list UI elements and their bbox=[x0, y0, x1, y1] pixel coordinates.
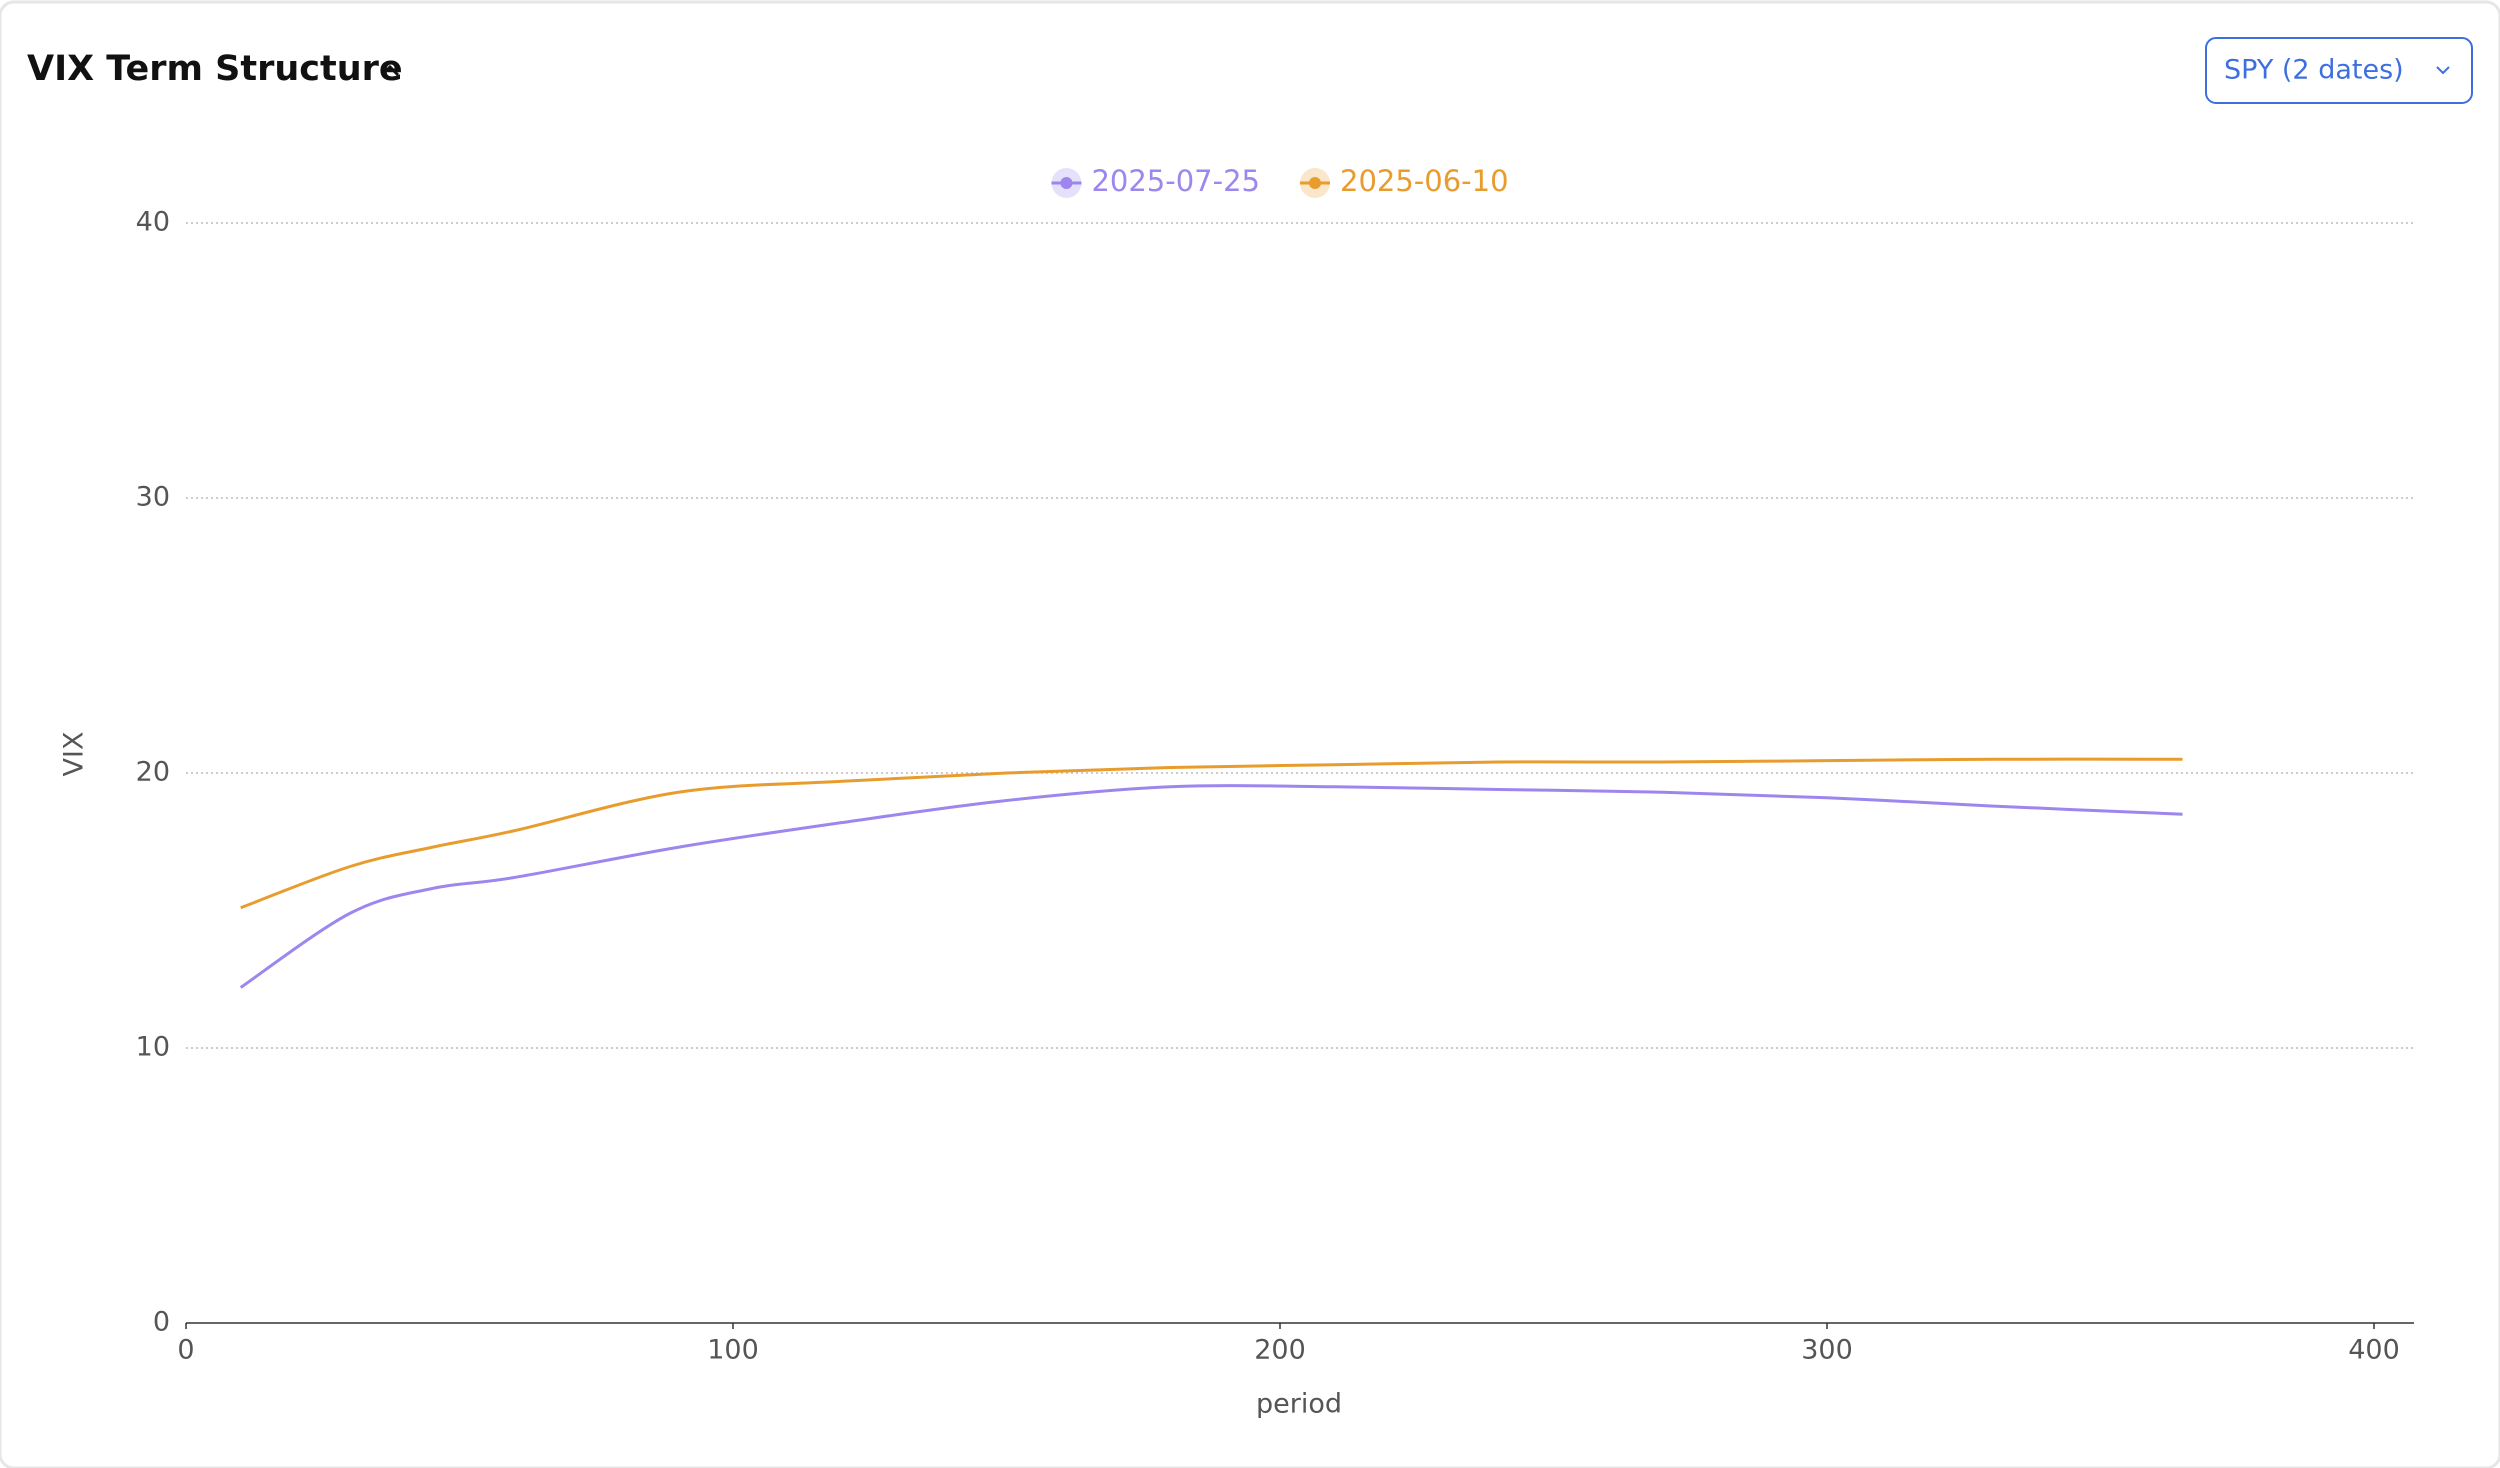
legend-label: 2025-06-10 bbox=[1340, 164, 1509, 198]
legend: 2025-07-25 2025-06-10 bbox=[1051, 164, 1509, 198]
series-line bbox=[239, 784, 2183, 989]
y-tick-label: 30 bbox=[136, 482, 170, 513]
chart-title: VIX Term Structure bbox=[27, 49, 403, 89]
legend-dot bbox=[1060, 177, 1073, 189]
x-axis-label: period bbox=[1256, 1389, 1342, 1420]
y-tick-label: 0 bbox=[153, 1307, 170, 1338]
y-tick-label: 20 bbox=[136, 757, 170, 788]
x-tick-label: 200 bbox=[1254, 1335, 1306, 1366]
legend-dot bbox=[1309, 177, 1321, 189]
dropdown[interactable] bbox=[2205, 37, 2473, 104]
y-tick-label: 10 bbox=[136, 1032, 170, 1063]
y-axis-label: VIX bbox=[59, 732, 90, 777]
x-tick-label: 300 bbox=[1801, 1335, 1853, 1366]
dropdown-label: SPY (2 dates) bbox=[2224, 55, 2404, 86]
x-tick-label: 400 bbox=[2348, 1335, 2400, 1366]
x-tick-label: 0 bbox=[177, 1335, 194, 1366]
series-line bbox=[240, 757, 2183, 910]
legend-item: 2025-06-10 bbox=[1300, 164, 1509, 198]
legend-item: 2025-07-25 bbox=[1051, 164, 1260, 198]
y-tick-label: 40 bbox=[136, 207, 170, 238]
collapse-icon[interactable] bbox=[380, 64, 400, 77]
x-tick-label: 100 bbox=[707, 1335, 759, 1366]
dropdown-icon bbox=[2436, 66, 2450, 75]
legend-label: 2025-07-25 bbox=[1091, 164, 1260, 198]
